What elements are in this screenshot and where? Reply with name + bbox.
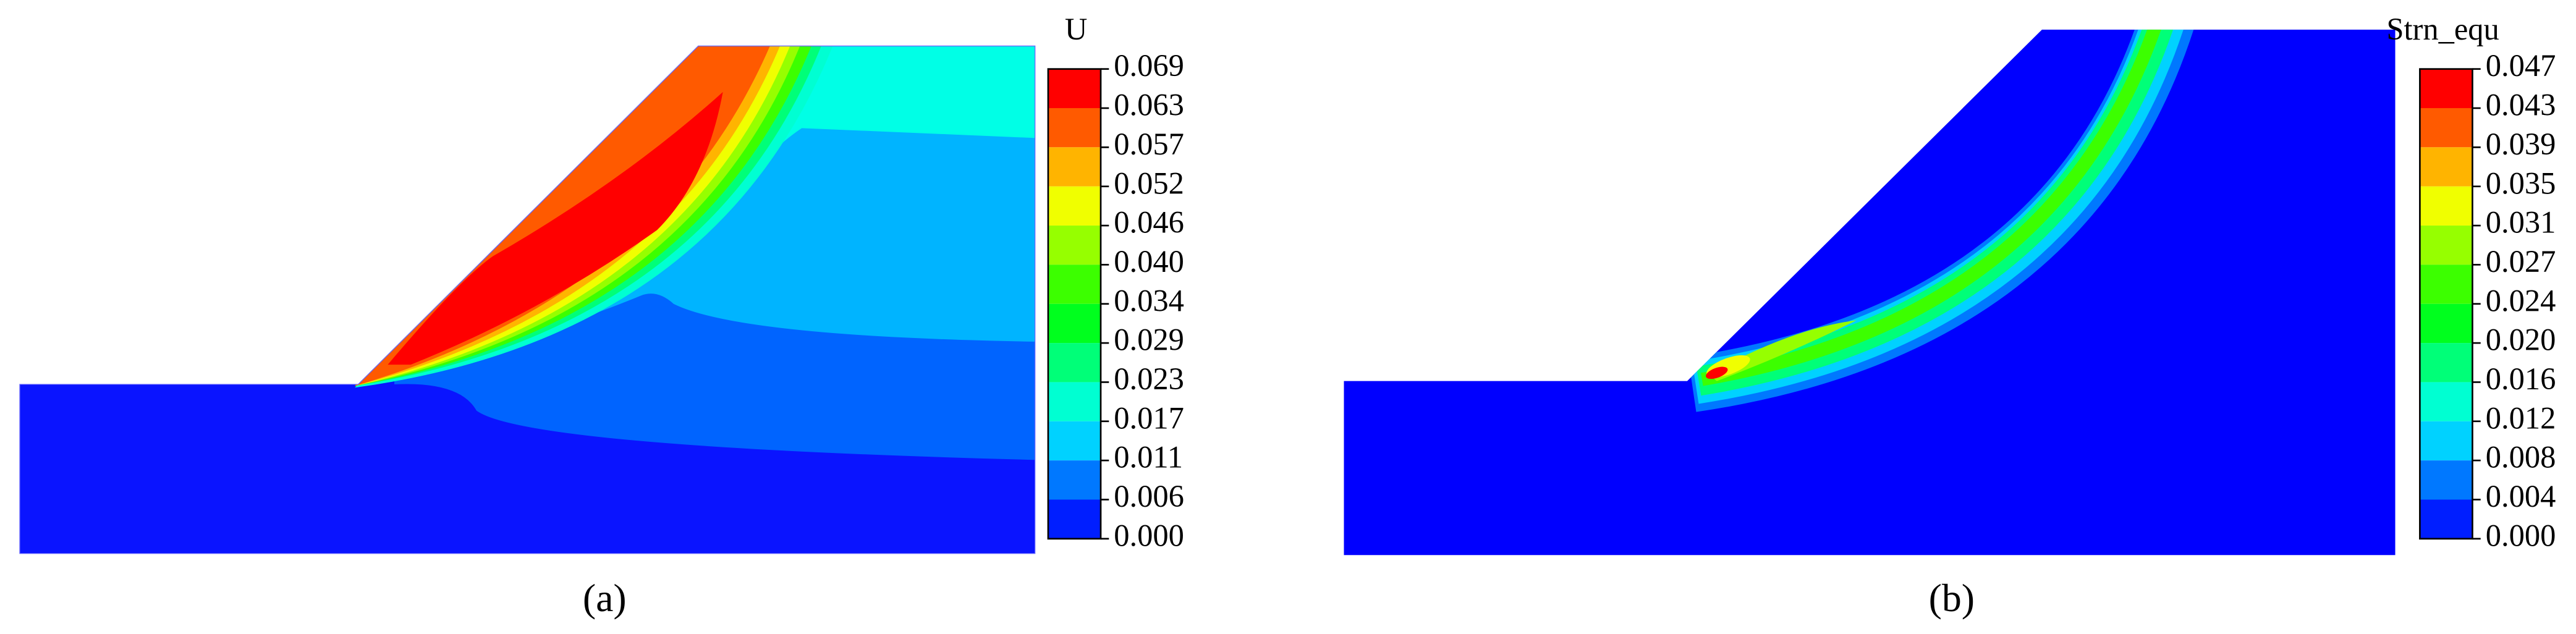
legend-swatch <box>2420 108 2473 148</box>
legend-swatch <box>1048 69 1101 108</box>
legend-title: U <box>1065 12 1087 46</box>
legend-label: 0.024 <box>2486 283 2556 318</box>
legend-swatch <box>2420 499 2473 539</box>
legend-swatch <box>2420 186 2473 226</box>
contour-region <box>1344 29 2396 556</box>
legend-label: 0.027 <box>2486 244 2556 279</box>
legend-label: 0.063 <box>1114 88 1184 122</box>
legend-swatch <box>1048 499 1101 539</box>
legend-swatch <box>1048 460 1101 500</box>
legend-label: 0.008 <box>2486 440 2556 475</box>
legend-label: 0.029 <box>1114 323 1184 357</box>
contour-plot-a <box>20 46 1035 554</box>
legend-swatch <box>1048 147 1101 187</box>
legend-label: 0.023 <box>1114 361 1184 396</box>
legend-label: 0.017 <box>1114 400 1184 435</box>
legend-label: 0.035 <box>2486 166 2556 200</box>
legend-swatch <box>1048 343 1101 383</box>
legend-label: 0.069 <box>1114 48 1184 83</box>
legend-swatch <box>1048 108 1101 148</box>
legend-label: 0.039 <box>2486 127 2556 161</box>
legend-swatch <box>2420 303 2473 344</box>
legend-label: 0.031 <box>2486 205 2556 240</box>
contour-region <box>1706 366 1728 379</box>
legends: 0.069 0.063 0.057 0.052 0.046 0.040 0.034 0.029… <box>583 12 2556 620</box>
legend-label: 0.020 <box>2486 323 2556 357</box>
legend-label: 0.000 <box>2486 518 2556 552</box>
legend-label: 0.057 <box>1114 127 1184 161</box>
panel-caption: (b) <box>1929 576 1975 620</box>
panel-caption: (a) <box>583 576 627 620</box>
legend-swatch <box>2420 147 2473 187</box>
legend-swatch <box>2420 264 2473 304</box>
legend-swatch <box>1048 421 1101 461</box>
legend-label: 0.052 <box>1114 166 1184 200</box>
legend-swatch <box>1048 303 1101 344</box>
contour-region <box>388 91 723 365</box>
legend-swatch <box>2420 460 2473 500</box>
legend-swatch <box>2420 343 2473 383</box>
legend-swatch <box>1048 382 1101 421</box>
legend-label: 0.004 <box>2486 479 2556 514</box>
legend-label: 0.047 <box>2486 48 2556 83</box>
legend-label: 0.006 <box>1114 479 1184 514</box>
legend-label: 0.040 <box>1114 244 1184 279</box>
contour-plot-b <box>1344 29 2396 556</box>
legend-swatch <box>1048 186 1101 226</box>
domain-outline <box>19 45 1036 554</box>
legend-swatch <box>2420 421 2473 461</box>
legend-swatch <box>1048 226 1101 265</box>
legend-label: 0.011 <box>1114 440 1183 475</box>
legend-label: 0.034 <box>1114 283 1184 318</box>
legend-label: 0.046 <box>1114 205 1184 240</box>
legend-title: Strn_equ <box>2386 12 2499 46</box>
legend-swatch <box>2420 226 2473 265</box>
legend-label: 0.000 <box>1114 518 1184 552</box>
legend-label: 0.016 <box>2486 361 2556 396</box>
legend-swatch <box>2420 382 2473 421</box>
legend-swatch <box>1048 264 1101 304</box>
legend-label: 0.043 <box>2486 88 2556 122</box>
legend-label: 0.012 <box>2486 400 2556 435</box>
legend-swatch <box>2420 69 2473 108</box>
contour-band <box>1701 29 2165 386</box>
